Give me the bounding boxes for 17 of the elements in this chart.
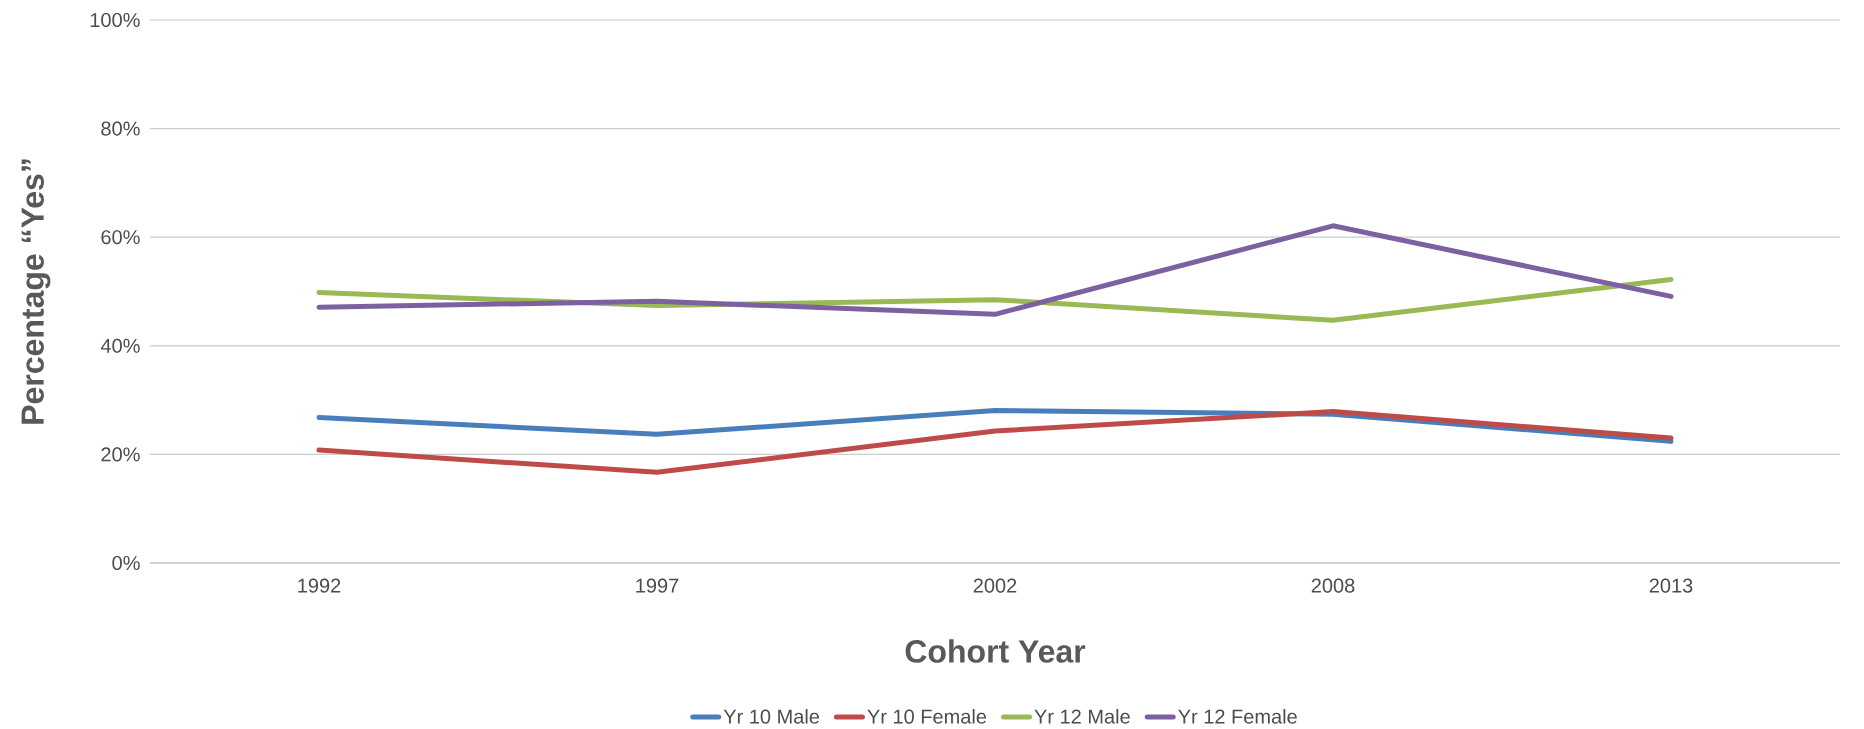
x-tick-label: 1997 bbox=[636, 578, 679, 593]
legend-label: Yr 10 Male bbox=[723, 709, 820, 724]
legend-label: Yr 12 Male bbox=[1034, 709, 1130, 724]
y-tick-label: 60% bbox=[101, 230, 140, 245]
y-tick-label: 0% bbox=[112, 555, 140, 571]
x-tick-label: 2002 bbox=[973, 578, 1017, 593]
y-axis-title: Percentage “Yes” bbox=[21, 159, 51, 424]
y-tick-label: 80% bbox=[101, 121, 140, 136]
y-tick-label: 20% bbox=[101, 447, 140, 462]
legend-label: Yr 10 Female bbox=[867, 709, 987, 724]
y-tick-label: 40% bbox=[100, 338, 140, 353]
x-tick-label: 1992 bbox=[298, 578, 341, 593]
x-tick-label: 2008 bbox=[1311, 578, 1355, 593]
y-tick-label: 100% bbox=[90, 12, 140, 28]
x-tick-label: 2013 bbox=[1649, 578, 1693, 593]
legend-label: Yr 12 Female bbox=[1178, 709, 1297, 724]
x-axis-title: Cohort Year bbox=[905, 639, 1086, 663]
